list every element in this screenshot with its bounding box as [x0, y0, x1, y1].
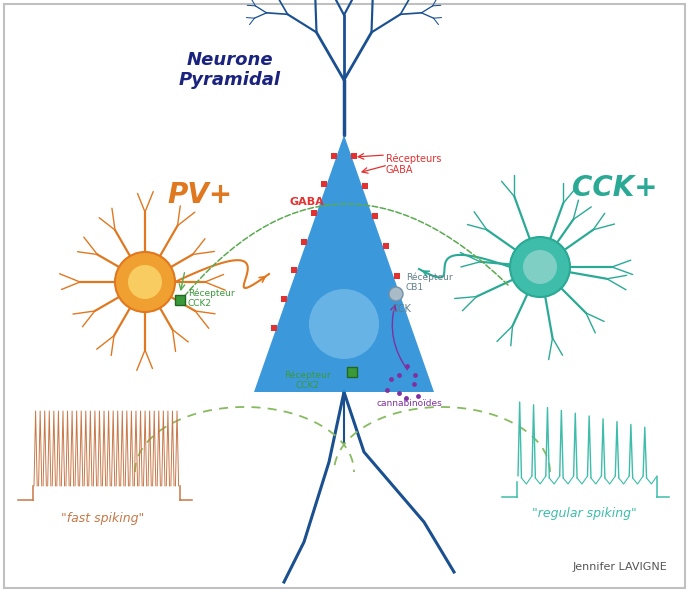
Text: "fast spiking": "fast spiking"	[61, 512, 145, 525]
Circle shape	[128, 265, 162, 299]
FancyBboxPatch shape	[347, 367, 357, 377]
Text: Récepteur
CCK2: Récepteur CCK2	[284, 370, 330, 390]
FancyBboxPatch shape	[4, 4, 685, 588]
Circle shape	[389, 287, 403, 301]
Circle shape	[309, 289, 379, 359]
Text: Jennifer LAVIGNE: Jennifer LAVIGNE	[573, 562, 668, 572]
Circle shape	[523, 250, 557, 284]
Text: "regular spiking": "regular spiking"	[532, 507, 637, 520]
Text: cannabinoïdes: cannabinoïdes	[376, 399, 442, 408]
Text: Récepteur
CB1: Récepteur CB1	[406, 272, 453, 292]
Text: Neurone
Pyramidal: Neurone Pyramidal	[179, 50, 281, 89]
Circle shape	[510, 237, 570, 297]
Text: CCK+: CCK+	[573, 174, 658, 202]
Circle shape	[115, 252, 175, 312]
Text: Récepteurs
GABA: Récepteurs GABA	[386, 153, 442, 175]
Text: GABA: GABA	[289, 197, 324, 207]
FancyBboxPatch shape	[175, 295, 185, 305]
Text: Récepteur
CCK2: Récepteur CCK2	[188, 288, 235, 308]
Polygon shape	[254, 135, 434, 392]
Text: CCK: CCK	[391, 304, 411, 314]
Text: PV+: PV+	[167, 181, 233, 209]
